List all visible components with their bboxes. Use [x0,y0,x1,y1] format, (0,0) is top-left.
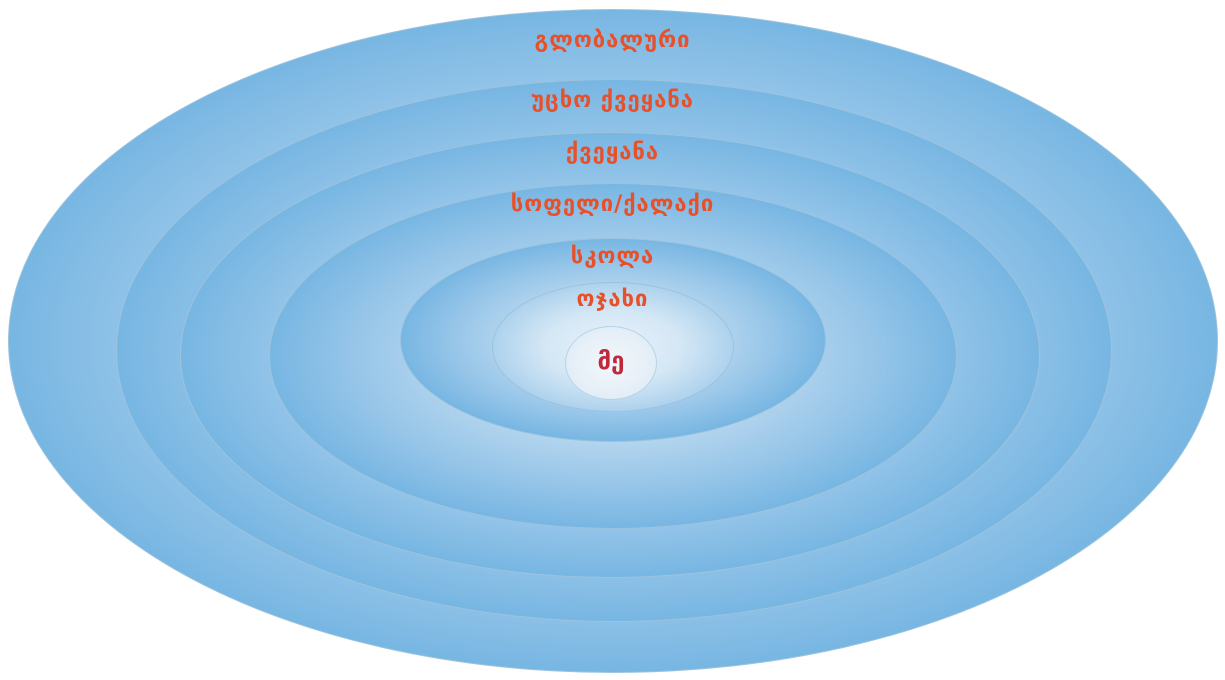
ring-label-country: ქვეყანა [565,140,660,165]
ring-label-village-city: სოფელი/ქალაქი [510,192,715,217]
ring-label-foreign-country: უცხო ქვეყანა [531,88,694,113]
ring-label-global: გლობალური [534,28,691,53]
center-label-me: მე [597,347,625,375]
center-circle-me [565,326,657,400]
ring-label-school: სკოლა [570,244,655,269]
ring-label-family: ოჯახი [576,287,649,312]
